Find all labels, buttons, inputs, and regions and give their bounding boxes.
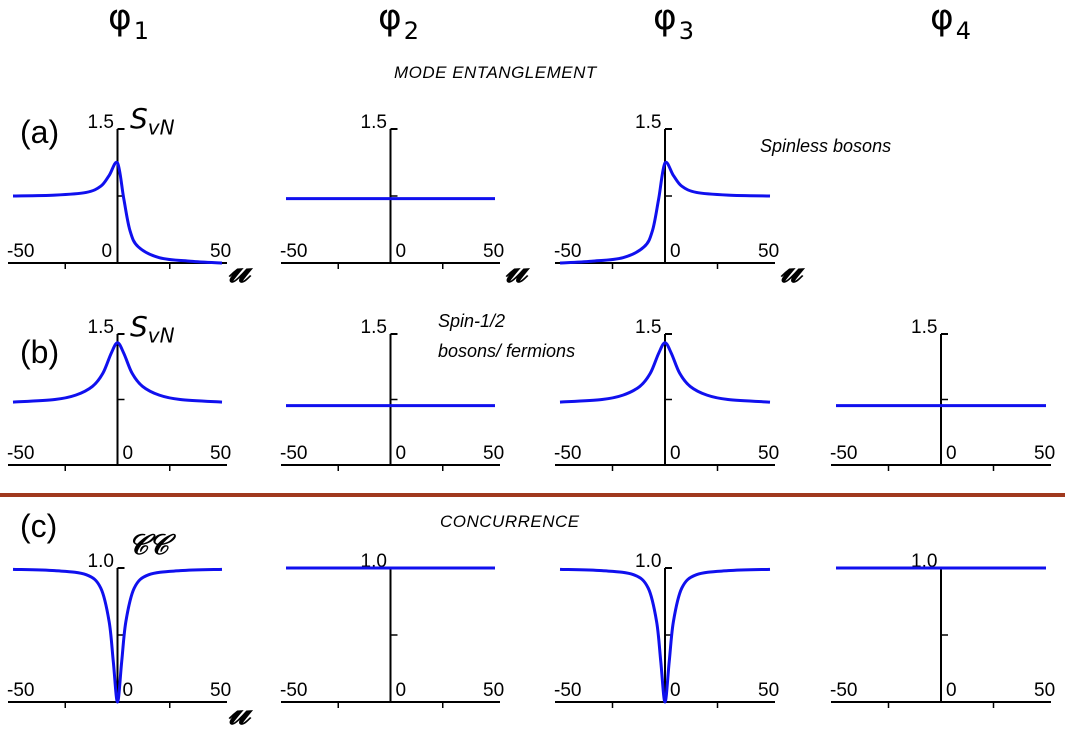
plot-c-8-xtick-label-right: 50 [210, 680, 231, 701]
plot-b-6-xtick-label-zero: 0 [670, 443, 681, 464]
plot-b-4-xtick-label-right: 50 [210, 443, 231, 464]
ylabel-concurrence: 𝒞𝒞 [128, 528, 169, 561]
plot-c-8-xtick-label-zero: 0 [123, 680, 134, 701]
plot-c-11-xtick-label-left: -50 [830, 680, 857, 701]
column-header-phi2: φ2 [378, 0, 420, 45]
plot-c-10-xtick-label-zero: 0 [670, 680, 681, 701]
plot-b-6-xtick-label-right: 50 [758, 443, 779, 464]
column-header-phi4: φ4 [930, 0, 972, 45]
ylabel-svn-row-b: SvN [130, 310, 175, 348]
plot-a-2-ytick-label: 1.5 [361, 112, 387, 133]
column-header-phi3: φ3 [653, 0, 695, 45]
plot-b-4-xtick-label-zero: 0 [123, 443, 134, 464]
plot-a-3-xtick-label-zero: 0 [670, 241, 681, 262]
xlabel-u-a1: 𝓊 [228, 246, 250, 291]
plot-b-7-xtick-label-zero: 0 [946, 443, 957, 464]
plot-b-4-xtick-label-left: -50 [7, 443, 34, 464]
plot-a-1-xtick-label-right: 50 [210, 241, 231, 262]
plot-c-10-xtick-label-left: -50 [554, 680, 581, 701]
plot-a-3-curve-0 [559, 160, 771, 265]
xlabel-u-c1: 𝓊 [228, 688, 250, 733]
plot-a-1-ytick-label: 1.5 [88, 112, 114, 133]
note-spinless-bosons: Spinless bosons [760, 136, 892, 156]
column-header-phi1: φ1 [108, 0, 150, 45]
plot-b-7-ytick-label: 1.5 [911, 317, 937, 338]
plot-b-4-curve-0 [12, 341, 223, 404]
plot-b-6-curve-0 [559, 341, 771, 404]
plot-b-5-xtick-label-left: -50 [280, 443, 307, 464]
plot-b-4-ytick-label: 1.5 [88, 317, 114, 338]
plot-a-3-ytick-label: 1.5 [635, 112, 661, 133]
plot-a-1-xtick-label-zero: 0 [102, 241, 113, 262]
plot-c-11-xtick-label-right: 50 [1034, 680, 1055, 701]
plot-a-2-xtick-label-left: -50 [280, 241, 307, 262]
note-spin-half-line2: bosons/ fermions [438, 341, 576, 361]
note-spin-half-line1: Spin-1/2 [438, 311, 506, 331]
plot-c-10-curve-0 [559, 567, 771, 704]
plot-b-7-xtick-label-left: -50 [830, 443, 857, 464]
plot-c-9-xtick-label-right: 50 [483, 680, 504, 701]
plot-c-10-xtick-label-right: 50 [758, 680, 779, 701]
plot-a-3-xtick-label-right: 50 [758, 241, 779, 262]
plot-a-2-xtick-label-zero: 0 [396, 241, 407, 262]
plot-b-7-xtick-label-right: 50 [1034, 443, 1055, 464]
section-title-mode-entanglement: MODE ENTANGLEMENT [394, 63, 597, 82]
row-label-b: (b) [20, 334, 60, 370]
plot-a-3-xtick-label-left: -50 [554, 241, 581, 262]
plot-a-2-xtick-label-right: 50 [483, 241, 504, 262]
plot-c-8-ytick-label: 1.0 [88, 551, 114, 572]
plot-c-9-xtick-label-zero: 0 [396, 680, 407, 701]
row-label-c: (c) [20, 508, 58, 544]
plot-b-5-xtick-label-zero: 0 [396, 443, 407, 464]
plot-c-8-curve-0 [12, 567, 223, 704]
plot-b-6-ytick-label: 1.5 [635, 317, 661, 338]
plot-c-8-xtick-label-left: -50 [7, 680, 34, 701]
plot-a-1-curve-0 [12, 160, 223, 265]
plot-c-11-xtick-label-zero: 0 [946, 680, 957, 701]
ylabel-svn-row-a: SvN [130, 102, 175, 140]
xlabel-u-a2: 𝓊 [505, 246, 527, 291]
plot-b-6-xtick-label-left: -50 [554, 443, 581, 464]
plot-a-1-xtick-label-left: -50 [7, 241, 34, 262]
xlabel-u-a3: 𝓊 [780, 246, 802, 291]
plot-c-10-ytick-label: 1.0 [635, 551, 661, 572]
plot-b-5-ytick-label: 1.5 [361, 317, 387, 338]
plot-c-9-xtick-label-left: -50 [280, 680, 307, 701]
plot-b-5-xtick-label-right: 50 [483, 443, 504, 464]
section-title-concurrence: CONCURRENCE [440, 512, 580, 531]
row-label-a: (a) [20, 114, 60, 150]
section-divider [0, 493, 1065, 497]
